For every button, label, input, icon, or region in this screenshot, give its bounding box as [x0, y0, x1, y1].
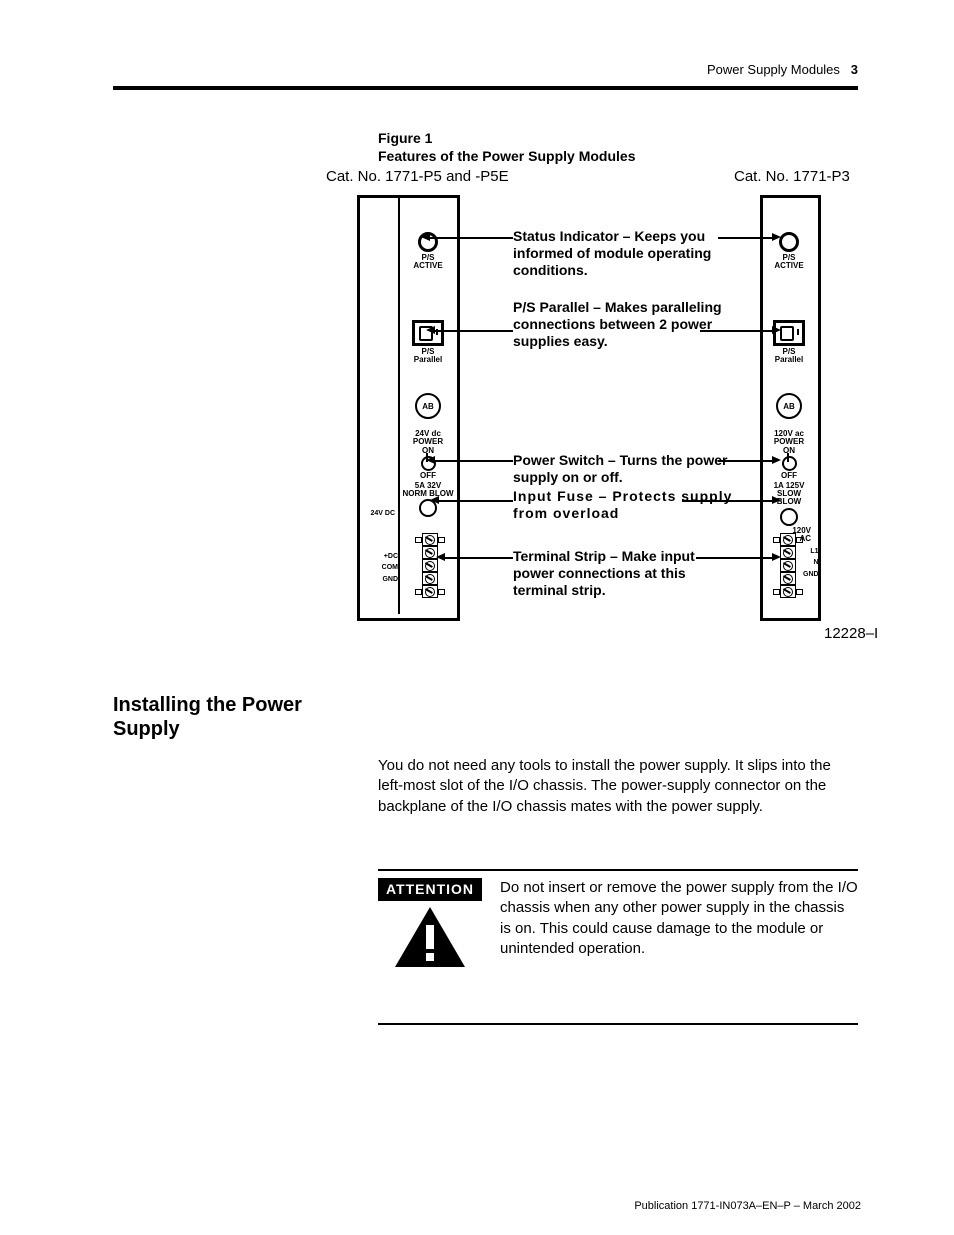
power-label: 120V ac POWER ON — [765, 430, 813, 455]
term-label-3: GND — [362, 576, 398, 583]
arrow-head — [430, 496, 439, 504]
term-label-1: L1 — [803, 548, 819, 555]
term-label-2: N — [803, 559, 819, 566]
power-label: 24V dc POWER ON — [402, 430, 454, 455]
arrow-head — [421, 233, 430, 241]
status-led — [779, 232, 799, 252]
callout-parallel: P/S Parallel – Makes paralleling connect… — [513, 299, 733, 350]
arrow-line — [434, 330, 513, 332]
ps-parallel-label: P/S Parallel — [765, 348, 813, 365]
term-label-3: GND — [803, 571, 819, 578]
side-voltage: 24V DC — [361, 510, 395, 517]
off-label: OFF — [402, 472, 454, 480]
attention-label: ATTENTION — [378, 878, 482, 901]
arrow-head — [772, 496, 781, 504]
arrow-line — [718, 460, 773, 462]
arrow-line — [429, 237, 513, 239]
terminal-strip — [415, 533, 445, 598]
arrow-head — [772, 326, 781, 334]
header-rule — [113, 86, 858, 90]
attention-block — [378, 869, 858, 871]
arrow-line — [434, 460, 513, 462]
ps-parallel-label: P/S Parallel — [402, 348, 454, 365]
arrow-head — [436, 553, 445, 561]
cat-no-right: Cat. No. 1771-P3 — [734, 168, 850, 185]
doc-title: Power Supply Modules 3 — [707, 62, 858, 77]
arrow-line — [682, 500, 773, 502]
arrow-line — [700, 330, 773, 332]
body-paragraph: You do not need any tools to install the… — [378, 756, 858, 817]
ab-logo: AB — [415, 393, 441, 419]
callout-status: Status Indicator – Keeps you informed of… — [513, 228, 733, 279]
power-switch — [782, 456, 797, 471]
ps-active-label: P/S ACTIVE — [402, 254, 454, 271]
arrow-head — [426, 326, 435, 334]
terminal-strip — [773, 533, 803, 598]
arrow-head — [772, 456, 781, 464]
publication-footer: Publication 1771-IN073A–EN–P – March 200… — [634, 1200, 861, 1212]
off-label: OFF — [765, 472, 813, 480]
arrow-line — [718, 237, 773, 239]
arrow-head — [426, 456, 435, 464]
callout-fuse: Input Fuse – Protects supply from overlo… — [513, 488, 733, 522]
arrow-line — [444, 557, 513, 559]
term-label-1: +DC — [362, 553, 398, 560]
arrow-line — [696, 557, 773, 559]
attention-text: Do not insert or remove the power supply… — [500, 878, 858, 959]
input-fuse — [780, 508, 798, 526]
fuse-rating: 5A 32V NORM BLOW — [402, 482, 454, 499]
cat-no-left: Cat. No. 1771-P5 and -P5E — [326, 168, 509, 185]
callout-terminal: Terminal Strip – Make input power connec… — [513, 548, 733, 599]
section-title: Installing the Power Supply — [113, 693, 302, 741]
warning-icon — [393, 905, 467, 969]
attention-bottom-rule — [378, 1023, 858, 1025]
ab-logo: AB — [776, 393, 802, 419]
arrow-line — [438, 500, 513, 502]
arrow-head — [772, 553, 781, 561]
ps-active-label: P/S ACTIVE — [765, 254, 813, 271]
figure-heading: Figure 1 Features of the Power Supply Mo… — [378, 130, 635, 165]
term-label-2: COM — [362, 564, 398, 571]
figure-id: 12228–I — [824, 625, 878, 642]
callout-switch: Power Switch – Turns the power supply on… — [513, 452, 733, 486]
arrow-head — [772, 233, 781, 241]
